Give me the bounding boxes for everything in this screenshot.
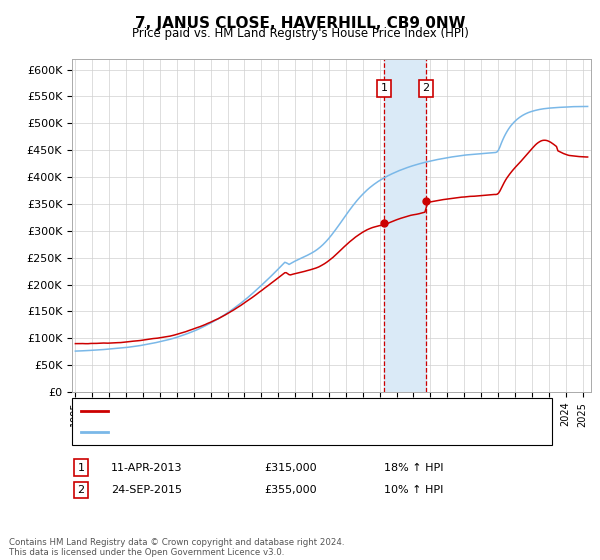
Text: 2: 2 xyxy=(77,485,85,495)
Text: Price paid vs. HM Land Registry's House Price Index (HPI): Price paid vs. HM Land Registry's House … xyxy=(131,27,469,40)
Text: 7, JANUS CLOSE, HAVERHILL, CB9 0NW (detached house): 7, JANUS CLOSE, HAVERHILL, CB9 0NW (deta… xyxy=(113,406,410,416)
Text: 18% ↑ HPI: 18% ↑ HPI xyxy=(384,463,443,473)
Text: HPI: Average price, detached house, West Suffolk: HPI: Average price, detached house, West… xyxy=(113,427,371,437)
Text: 24-SEP-2015: 24-SEP-2015 xyxy=(111,485,182,495)
Text: £315,000: £315,000 xyxy=(264,463,317,473)
Text: Contains HM Land Registry data © Crown copyright and database right 2024.
This d: Contains HM Land Registry data © Crown c… xyxy=(9,538,344,557)
Text: 1: 1 xyxy=(77,463,85,473)
Text: 1: 1 xyxy=(381,83,388,94)
Text: 11-APR-2013: 11-APR-2013 xyxy=(111,463,182,473)
Bar xyxy=(384,59,426,392)
Text: 7, JANUS CLOSE, HAVERHILL, CB9 0NW: 7, JANUS CLOSE, HAVERHILL, CB9 0NW xyxy=(135,16,465,31)
Text: 10% ↑ HPI: 10% ↑ HPI xyxy=(384,485,443,495)
Text: 2: 2 xyxy=(422,83,430,94)
Text: £355,000: £355,000 xyxy=(264,485,317,495)
